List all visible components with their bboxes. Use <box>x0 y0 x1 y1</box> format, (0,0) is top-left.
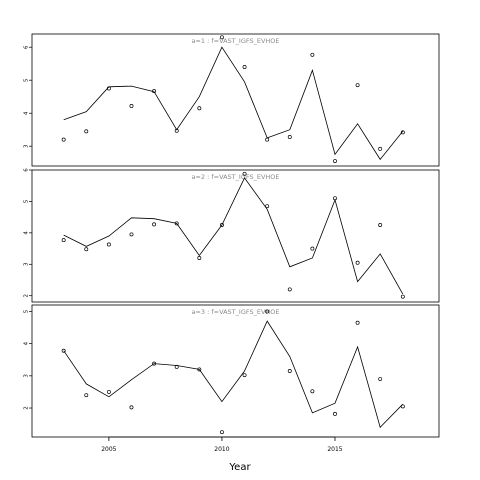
y-tick-label: 4 <box>24 231 30 235</box>
observed-point <box>129 405 134 410</box>
observed-point <box>333 411 337 416</box>
y-tick-label: 2 <box>24 294 30 298</box>
y-tick-label: 4 <box>24 341 30 345</box>
panel-2: a=2 : f=VAST_IGFS_EVHOE 2 3 4 5 6 <box>24 168 440 303</box>
y-tick-label: 6 <box>24 168 30 172</box>
observed-point <box>61 238 66 243</box>
observed-point <box>265 309 270 314</box>
observed-point <box>197 367 202 372</box>
observed-point <box>400 294 405 299</box>
observed-point <box>287 287 292 292</box>
observed-point <box>219 430 224 435</box>
observed-point <box>265 204 270 209</box>
observed-point <box>242 65 247 69</box>
observed-point <box>174 128 179 133</box>
panel-title: a=1 : f=VAST_IGFS_EVHOE <box>191 37 279 45</box>
y-tick-label: 5 <box>24 199 30 203</box>
y-tick-label: 3 <box>24 144 30 148</box>
fitted-line <box>63 320 404 429</box>
observed-point <box>152 89 157 94</box>
observed-point <box>61 348 66 353</box>
y-tick-label: 3 <box>24 374 30 378</box>
observed-point <box>152 361 157 366</box>
observed-point <box>355 83 360 88</box>
observed-point <box>219 35 224 40</box>
fitted-line <box>63 177 404 295</box>
y-tick-label: 5 <box>24 78 30 82</box>
x-tick-label: 2015 <box>327 446 342 453</box>
observed-point <box>287 369 292 373</box>
panel-title: a=2 : f=VAST_IGFS_EVHOE <box>191 173 279 181</box>
observed-point <box>333 196 337 201</box>
y-tick-label: 2 <box>24 406 30 410</box>
observed-point <box>310 52 315 57</box>
observed-point <box>378 223 383 227</box>
plot-frame <box>31 33 440 167</box>
observed-point <box>174 221 179 226</box>
observed-point <box>355 320 360 325</box>
observed-point <box>129 103 134 108</box>
observed-point <box>310 246 315 251</box>
observed-point <box>84 247 89 252</box>
observed-point <box>152 222 157 227</box>
fitted-line <box>63 46 404 161</box>
x-axis: 2005 2010 2015 <box>101 436 343 453</box>
observed-point <box>197 256 202 260</box>
observed-point <box>61 137 66 142</box>
panel-title: a=3 : f=VAST_IGFS_EVHOE <box>191 308 279 316</box>
y-tick-label: 3 <box>24 262 30 266</box>
observed-point <box>129 232 134 237</box>
observed-point <box>400 130 405 135</box>
observed-point <box>242 171 247 176</box>
observed-point <box>174 364 179 369</box>
observed-point <box>84 393 89 398</box>
x-tick-label: 2005 <box>101 446 116 453</box>
x-axis-label: Year <box>228 462 251 473</box>
panel-3: a=3 : f=VAST_IGFS_EVHOE 2 3 4 5 <box>24 304 440 438</box>
y-tick-label: 6 <box>24 45 30 49</box>
observed-point <box>219 223 224 227</box>
observed-point <box>265 137 270 142</box>
y-tick-label: 5 <box>24 309 30 313</box>
observed-point <box>106 86 111 91</box>
observed-point <box>106 389 111 394</box>
observed-point <box>378 377 383 381</box>
observed-point <box>310 389 315 394</box>
observed-point <box>84 129 89 134</box>
x-tick-label: 2010 <box>214 446 229 453</box>
observed-point <box>287 135 292 139</box>
observed-point <box>106 242 111 247</box>
observed-point <box>333 159 337 163</box>
observed-point <box>242 373 247 378</box>
panel-1: a=1 : f=VAST_IGFS_EVHOE 3 4 5 6 <box>24 33 440 167</box>
observed-point <box>355 260 360 265</box>
observed-point <box>197 106 202 111</box>
observed-point <box>378 146 383 151</box>
plot-frame <box>31 304 440 438</box>
y-tick-label: 4 <box>24 111 30 115</box>
observed-point <box>400 404 405 409</box>
plot-frame <box>31 169 440 303</box>
